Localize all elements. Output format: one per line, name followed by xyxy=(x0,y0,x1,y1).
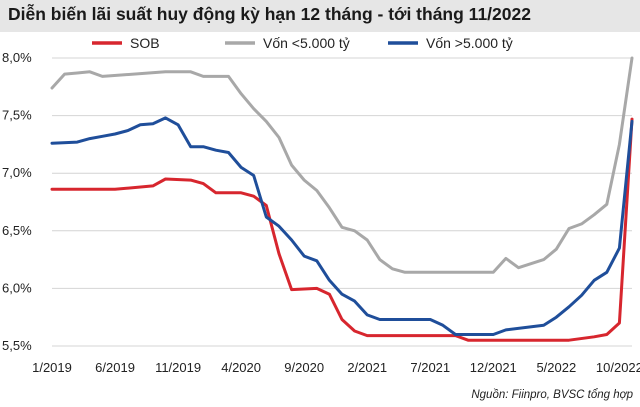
legend-label: Vốn >5.000 tỷ xyxy=(426,35,513,51)
legend-label: SOB xyxy=(130,35,160,51)
x-tick-label: 10/2022 xyxy=(596,360,640,375)
x-tick-label: 5/2022 xyxy=(536,360,576,375)
x-tick-label: 6/2019 xyxy=(95,360,135,375)
y-axis: 5,5% 6,0% 6,5% 7,0% 7,5% 8,0% xyxy=(2,50,32,353)
x-tick-label: 7/2021 xyxy=(410,360,450,375)
source-note: Nguồn: Fiinpro, BVSC tổng hợp xyxy=(471,389,633,401)
y-tick-label: 8,0% xyxy=(2,50,32,65)
x-tick-label: 1/2019 xyxy=(32,360,72,375)
legend-label: Vốn <5.000 tỷ xyxy=(263,35,350,51)
grid xyxy=(52,57,632,347)
series-line xyxy=(50,116,634,336)
title-bar: Diễn biến lãi suất huy động kỳ hạn 12 th… xyxy=(0,0,640,32)
x-tick-label: 12/2021 xyxy=(470,360,517,375)
x-tick-label: 9/2020 xyxy=(284,360,324,375)
line-chart: 5,5% 6,0% 6,5% 7,0% 7,5% 8,0% 1/2019 6/2019 11/… xyxy=(2,35,640,401)
x-axis: 1/2019 6/2019 11/2019 4/2020 9/2020 2/2021 7/2… xyxy=(32,360,640,375)
y-tick-label: 7,0% xyxy=(2,165,32,180)
legend: SOB Vốn <5.000 tỷ Vốn >5.000 tỷ xyxy=(92,35,513,51)
series-line xyxy=(50,56,634,274)
series-lines xyxy=(50,56,634,342)
y-tick-label: 6,5% xyxy=(2,223,32,238)
y-tick-label: 6,0% xyxy=(2,280,32,295)
y-tick-label: 5,5% xyxy=(2,338,32,353)
chart-title: Diễn biến lãi suất huy động kỳ hạn 12 th… xyxy=(8,4,531,24)
x-tick-label: 2/2021 xyxy=(347,360,387,375)
y-tick-label: 7,5% xyxy=(2,108,32,123)
x-tick-label: 4/2020 xyxy=(221,360,261,375)
series-line xyxy=(50,117,634,342)
x-tick-label: 11/2019 xyxy=(155,360,201,375)
